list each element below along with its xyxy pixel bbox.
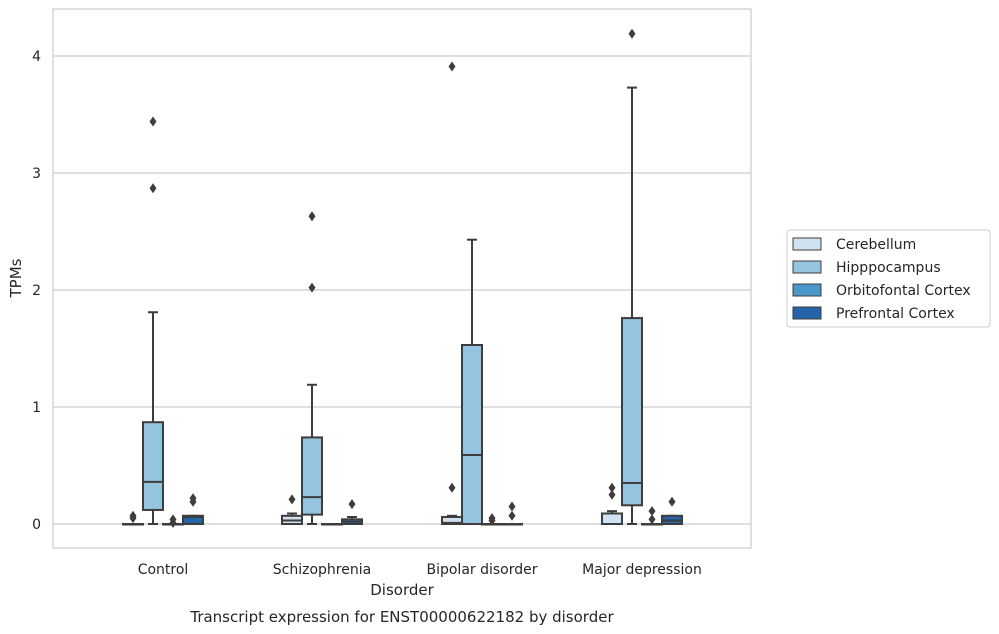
outlier-point: [348, 499, 356, 510]
outlier-point: [648, 514, 656, 525]
outlier-point: [608, 489, 616, 500]
y-axis-label: TPMs: [7, 258, 25, 298]
x-tick-label: Control: [138, 562, 189, 578]
x-tick-label: Schizophrenia: [273, 562, 371, 578]
outlier-point: [308, 282, 316, 293]
outlier-point: [308, 211, 316, 222]
box-0-1: [281, 494, 303, 525]
plot-frame: [52, 8, 752, 549]
chart-title: Transcript expression for ENST0000062218…: [189, 608, 614, 626]
box-plot-series: [122, 28, 683, 528]
box-1-1: [301, 211, 323, 525]
legend: Cerebellum Hipppocampus Orbitofontal Corte…: [786, 229, 991, 328]
box-iqr: [621, 317, 643, 507]
outlier-point: [448, 61, 456, 72]
y-tick-label: 4: [32, 49, 41, 65]
box-2-0: [162, 514, 184, 528]
box-3-1: [341, 499, 363, 526]
outlier-point: [448, 482, 456, 493]
x-axis-label: Disorder: [370, 581, 434, 599]
outlier-point: [288, 494, 296, 505]
legend-swatch: [792, 237, 822, 251]
legend-label: Orbitofontal Cortex: [836, 283, 971, 299]
outlier-point: [608, 482, 616, 493]
x-tick-label: Major depression: [582, 562, 702, 578]
legend-item: Prefrontal Cortex: [792, 306, 955, 322]
y-tick-label: 0: [32, 517, 41, 533]
box-1-2: [461, 238, 483, 525]
legend-label: Cerebellum: [836, 237, 916, 253]
box-iqr: [461, 343, 483, 525]
x-axis-ticks: Control Schizophrenia Bipolar disorder Majo…: [138, 562, 702, 578]
outlier-point: [668, 496, 676, 507]
outlier-point: [169, 517, 177, 528]
box-iqr: [301, 436, 323, 516]
box-3-2: [501, 501, 523, 526]
x-tick-label: Bipolar disorder: [426, 562, 537, 578]
outlier-point: [149, 116, 157, 127]
y-tick-label: 3: [32, 166, 41, 182]
box-1-3: [621, 28, 643, 525]
outlier-point: [129, 513, 137, 524]
outlier-point: [488, 515, 496, 526]
box-0-0: [122, 510, 144, 526]
box-3-3: [661, 496, 683, 525]
legend-swatch: [792, 306, 822, 320]
legend-item: Hipppocampus: [792, 260, 941, 276]
box-3-0: [182, 493, 204, 525]
box-2-2: [481, 513, 503, 526]
box-iqr: [142, 421, 164, 511]
outlier-point: [189, 493, 197, 504]
legend-swatch: [792, 260, 822, 274]
legend-item: Cerebellum: [792, 237, 916, 253]
legend-frame: [786, 229, 991, 328]
outlier-point: [508, 510, 516, 521]
box-1-0: [142, 116, 164, 525]
legend-label: Prefrontal Cortex: [836, 306, 955, 322]
box-2-3: [641, 506, 663, 526]
outlier-point: [149, 183, 157, 194]
box-iqr: [182, 514, 204, 525]
outlier-point: [648, 506, 656, 517]
y-tick-label: 2: [32, 283, 41, 299]
box-0-3: [601, 482, 623, 525]
box-2-1: [321, 523, 343, 526]
legend-label: Hipppocampus: [836, 260, 941, 276]
legend-item: Orbitofontal Cortex: [792, 283, 971, 299]
outlier-point: [508, 501, 516, 512]
y-tick-label: 1: [32, 400, 41, 416]
y-axis-ticks: 0 1 2 3 4: [32, 49, 41, 533]
outlier-point: [628, 28, 636, 39]
legend-swatch: [792, 283, 822, 297]
box-0-2: [441, 61, 463, 525]
box-iqr: [601, 512, 623, 525]
